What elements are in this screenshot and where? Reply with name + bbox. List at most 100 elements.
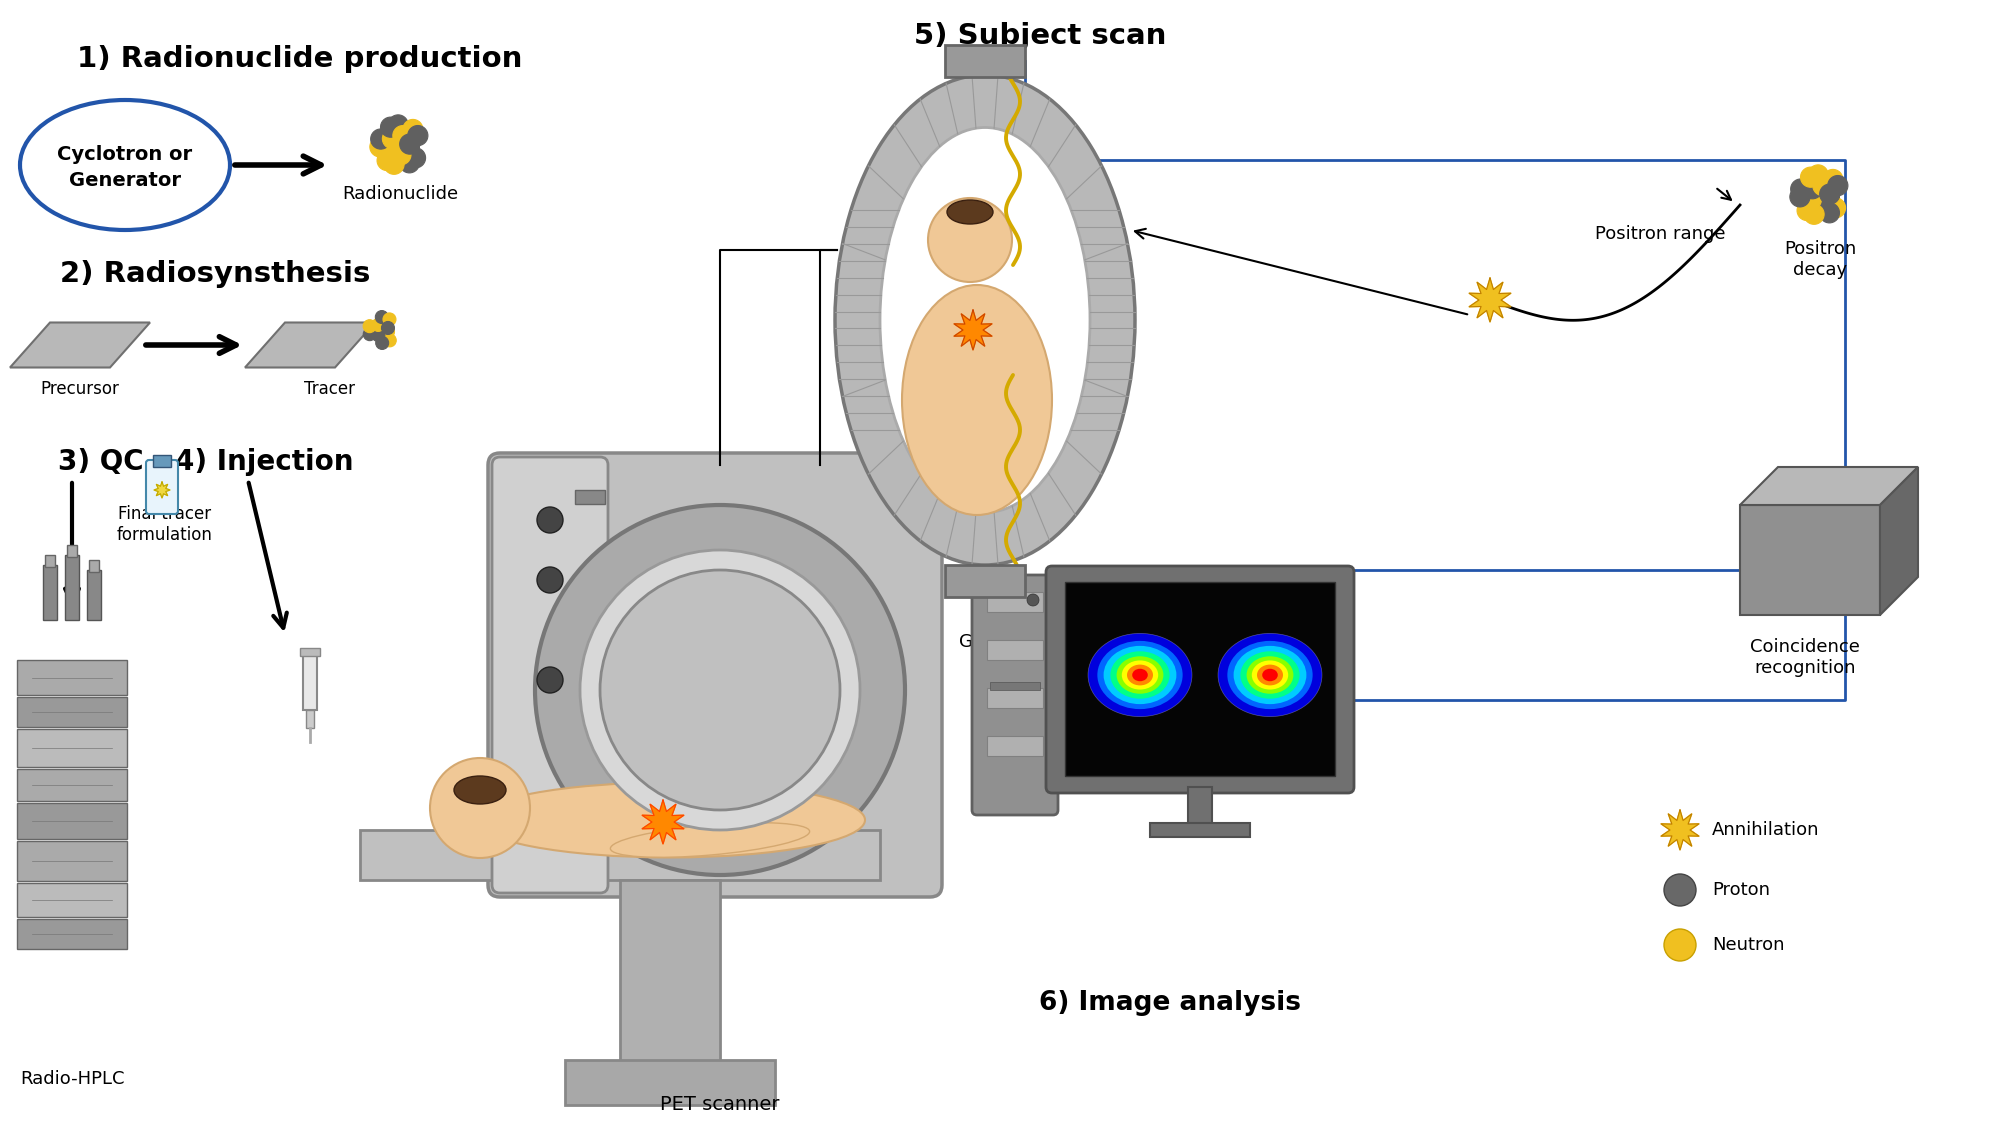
Text: Positron
decay: Positron decay xyxy=(1784,240,1856,279)
Circle shape xyxy=(1790,187,1810,207)
Circle shape xyxy=(1796,201,1818,221)
Ellipse shape xyxy=(1233,646,1307,704)
Circle shape xyxy=(406,147,426,168)
Bar xyxy=(18,803,128,840)
FancyBboxPatch shape xyxy=(146,460,178,514)
Circle shape xyxy=(1790,179,1810,199)
Polygon shape xyxy=(360,830,879,880)
Polygon shape xyxy=(953,310,993,350)
Bar xyxy=(306,710,314,729)
Circle shape xyxy=(1822,170,1842,189)
Bar xyxy=(66,555,80,620)
Bar xyxy=(1151,823,1251,837)
Ellipse shape xyxy=(1097,641,1183,709)
Circle shape xyxy=(599,570,839,810)
Circle shape xyxy=(382,129,402,148)
Bar xyxy=(18,883,128,917)
Circle shape xyxy=(394,126,414,146)
Text: 4) Injection: 4) Injection xyxy=(176,448,354,476)
Bar xyxy=(18,841,128,881)
Bar xyxy=(565,1060,775,1105)
Circle shape xyxy=(378,151,398,171)
Polygon shape xyxy=(1740,467,1918,505)
Ellipse shape xyxy=(1103,646,1177,704)
Circle shape xyxy=(376,337,390,349)
Polygon shape xyxy=(154,482,170,499)
Circle shape xyxy=(1027,594,1039,606)
Text: Cyclotron or: Cyclotron or xyxy=(58,145,192,164)
Circle shape xyxy=(384,313,396,326)
Ellipse shape xyxy=(609,823,809,858)
Text: Precursor: Precursor xyxy=(40,380,120,398)
Text: 1) Radionuclide production: 1) Radionuclide production xyxy=(78,45,523,73)
Ellipse shape xyxy=(835,75,1135,565)
Polygon shape xyxy=(641,800,683,844)
Circle shape xyxy=(1820,184,1840,204)
Bar xyxy=(88,570,102,620)
FancyBboxPatch shape xyxy=(971,576,1059,815)
Ellipse shape xyxy=(1247,656,1293,693)
Text: 5) Subject scan: 5) Subject scan xyxy=(913,22,1167,50)
Text: Radionuclide: Radionuclide xyxy=(342,185,458,203)
Bar xyxy=(18,661,128,695)
Ellipse shape xyxy=(20,100,230,230)
Ellipse shape xyxy=(879,128,1091,512)
Ellipse shape xyxy=(1241,651,1299,699)
Circle shape xyxy=(1664,874,1696,906)
Ellipse shape xyxy=(1253,661,1289,690)
Ellipse shape xyxy=(1133,668,1147,681)
Circle shape xyxy=(1812,176,1832,196)
Bar xyxy=(945,565,1025,597)
Bar xyxy=(989,682,1041,690)
Ellipse shape xyxy=(1263,668,1279,681)
Circle shape xyxy=(404,119,424,139)
Ellipse shape xyxy=(1227,641,1313,709)
FancyBboxPatch shape xyxy=(1047,566,1355,793)
Bar xyxy=(44,565,58,620)
Circle shape xyxy=(382,325,394,339)
Text: Positron range: Positron range xyxy=(1594,225,1724,242)
Circle shape xyxy=(1828,176,1848,196)
Circle shape xyxy=(537,667,563,693)
Circle shape xyxy=(364,320,376,333)
Ellipse shape xyxy=(901,286,1053,516)
Circle shape xyxy=(1810,195,1830,215)
Bar xyxy=(68,545,78,557)
Circle shape xyxy=(1820,203,1840,223)
Bar xyxy=(18,729,128,767)
Polygon shape xyxy=(10,323,150,367)
Text: Neutron: Neutron xyxy=(1712,936,1784,954)
Circle shape xyxy=(535,505,905,875)
Ellipse shape xyxy=(1219,633,1323,716)
Circle shape xyxy=(1664,929,1696,961)
Circle shape xyxy=(430,758,529,858)
Circle shape xyxy=(372,318,386,332)
Circle shape xyxy=(380,117,402,137)
Circle shape xyxy=(579,550,859,830)
Text: Radio-HPLC: Radio-HPLC xyxy=(20,1070,124,1088)
Circle shape xyxy=(1802,179,1822,198)
Bar xyxy=(300,648,320,656)
Circle shape xyxy=(372,329,386,342)
Circle shape xyxy=(382,322,394,334)
Circle shape xyxy=(537,566,563,593)
Circle shape xyxy=(364,327,376,341)
FancyBboxPatch shape xyxy=(492,457,607,893)
Circle shape xyxy=(400,134,420,154)
Circle shape xyxy=(408,126,428,146)
Bar xyxy=(945,45,1025,77)
Polygon shape xyxy=(1880,467,1918,615)
Bar xyxy=(1189,787,1213,825)
Circle shape xyxy=(400,138,420,157)
Text: Annihilation: Annihilation xyxy=(1712,821,1820,840)
Bar xyxy=(1065,582,1335,776)
Ellipse shape xyxy=(1121,661,1159,690)
FancyBboxPatch shape xyxy=(488,453,941,897)
Circle shape xyxy=(382,139,402,160)
Bar xyxy=(575,489,605,504)
Circle shape xyxy=(372,129,392,150)
Bar xyxy=(987,688,1043,708)
Bar xyxy=(154,455,172,467)
Circle shape xyxy=(1800,167,1820,187)
Bar xyxy=(987,593,1043,612)
